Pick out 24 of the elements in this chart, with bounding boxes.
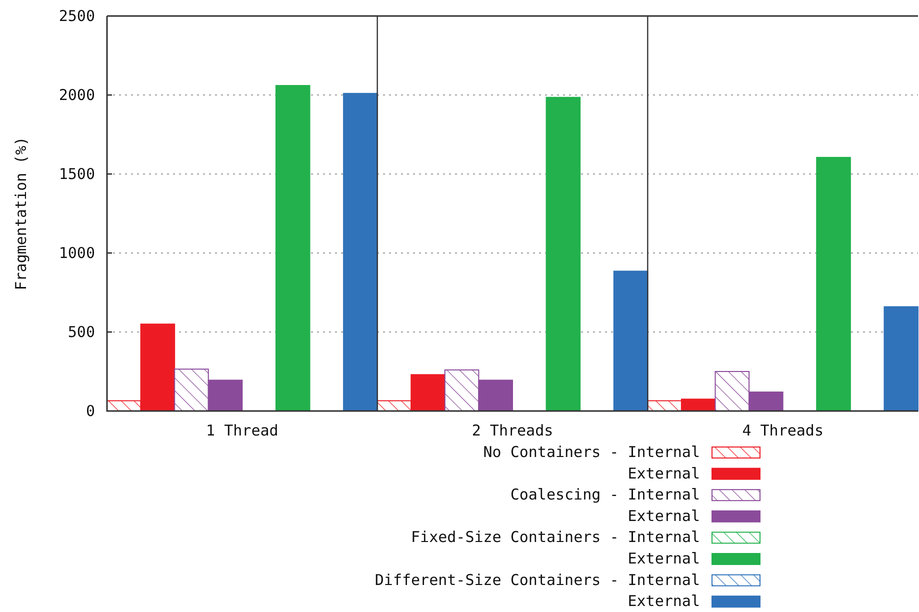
y-tick-label: 1000 [58,244,95,262]
bar [275,85,310,412]
legend-label: External [628,592,700,610]
y-tick-label: 0 [86,402,95,420]
legend-label: No Containers - Internal [483,443,700,461]
y-axis-title: Fragmentation (%) [12,136,30,290]
bar [613,270,648,412]
y-tick-label: 1500 [58,164,95,183]
y-tick-label: 500 [68,322,95,341]
bar [884,306,918,412]
legend-label: External [628,506,700,525]
legend-label: Different-Size Containers - Internal [374,570,700,589]
y-tick-label: 2000 [58,86,95,104]
x-tick-label: 1 Thread [206,422,278,440]
legend-label: External [628,464,700,482]
legend-label: Fixed-Size Containers - Internal [411,528,700,546]
bar [546,96,581,412]
bar [343,92,378,412]
legend-label: Coalescing - Internal [510,486,700,504]
legend-label: External [628,550,700,568]
bar [816,156,851,412]
y-tick-label: 2500 [58,6,95,25]
x-tick-label: 2 Threads [472,422,554,440]
x-tick-label: 4 Threads [742,422,824,440]
